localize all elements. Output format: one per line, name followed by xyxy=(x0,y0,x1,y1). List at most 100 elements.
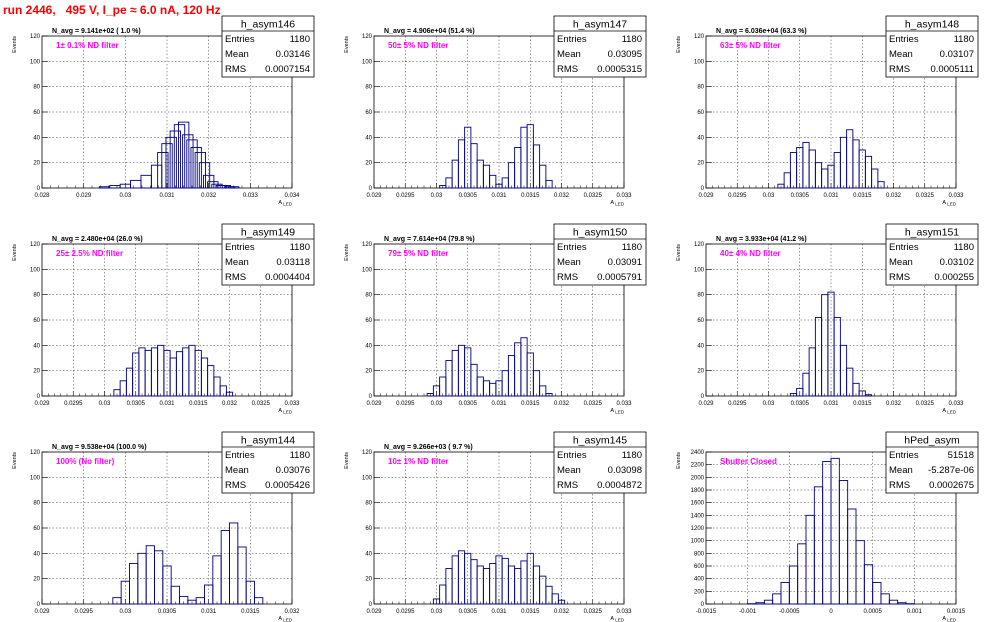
stats-key-entries: Entries xyxy=(557,34,587,45)
histogram-bin xyxy=(445,568,453,605)
x-tick-label: 0.0305 xyxy=(459,609,478,615)
histogram-bin xyxy=(173,124,186,189)
histogram-bin xyxy=(150,347,159,397)
y-tick-label: 100 xyxy=(694,59,705,65)
x-tick-label: 0.034 xyxy=(284,193,300,199)
histogram-bin xyxy=(476,159,484,189)
stats-value-entries: 1180 xyxy=(954,34,974,45)
y-tick-label: 40 xyxy=(365,135,372,141)
stats-box xyxy=(221,223,315,286)
histogram-bin xyxy=(872,582,882,605)
y-tick-label: 40 xyxy=(365,551,372,557)
histogram-bin xyxy=(194,152,206,189)
stats-value-mean: 0.03118 xyxy=(276,257,310,268)
x-tick-label: 0.029 xyxy=(76,193,92,199)
y-tick-label: 100 xyxy=(30,267,41,273)
stats-value-entries: 1180 xyxy=(954,242,974,253)
stats-value-mean: 0.03102 xyxy=(940,257,974,268)
histogram-bin xyxy=(821,168,829,189)
x-axis-title-sub: LED xyxy=(283,202,293,207)
x-axis-title: A LED xyxy=(278,616,292,622)
histogram-bin xyxy=(98,186,111,189)
histogram-bin xyxy=(847,508,857,605)
x-tick-label: 0.028 xyxy=(34,193,50,199)
x-tick-label: 0.031 xyxy=(491,193,507,199)
histogram-bin xyxy=(888,599,899,605)
stats-key-mean: Mean xyxy=(889,49,913,60)
histogram-bin xyxy=(520,337,528,397)
stats-key-entries: Entries xyxy=(889,450,919,461)
y-tick-label: 80 xyxy=(365,293,372,299)
n-avg-label: N_avg = 4.906e+04 (51.4 %) xyxy=(384,28,475,35)
stats-key-rms: RMS xyxy=(225,480,246,491)
histogram-bin xyxy=(551,593,559,605)
histogram-bin xyxy=(532,144,541,189)
histogram-bin xyxy=(514,147,522,189)
y-tick-label: 40 xyxy=(365,343,372,349)
histogram-bin xyxy=(165,136,177,189)
x-axis-title-main: A xyxy=(610,616,615,622)
stats-key-rms: RMS xyxy=(889,480,910,491)
x-axis-title-sub: LED xyxy=(615,202,625,207)
y-tick-label: 100 xyxy=(30,475,41,481)
y-tick-label: 20 xyxy=(33,161,40,167)
histogram-bin xyxy=(833,317,841,397)
histogram-bin xyxy=(813,486,824,605)
y-axis-title: Events xyxy=(12,452,18,469)
histogram-bin xyxy=(170,585,180,605)
x-tick-label: 0.03 xyxy=(119,193,131,199)
histogram-bin xyxy=(501,557,509,605)
filter-annotation: 1± 0.1% ND filter xyxy=(56,41,119,50)
histogram-bin xyxy=(207,181,219,189)
y-tick-label: 60 xyxy=(33,526,40,532)
x-tick-label: 0.0295 xyxy=(396,609,415,615)
histogram-bin xyxy=(864,155,873,189)
histogram-name: h_asym151 xyxy=(905,227,959,239)
stats-value-rms: 0.0005111 xyxy=(931,64,975,75)
stats-key-mean: Mean xyxy=(225,465,249,476)
histogram-bin xyxy=(520,560,528,605)
histogram-bin xyxy=(545,585,553,605)
y-tick-label: 20 xyxy=(365,369,372,375)
histogram-bin xyxy=(864,394,873,397)
y-tick-label: 60 xyxy=(365,526,372,532)
x-tick-label: 0.03 xyxy=(763,401,775,407)
x-tick-label: 0.0305 xyxy=(127,401,146,407)
y-tick-label: 0 xyxy=(701,394,705,400)
filter-annotation: 100% (No filter) xyxy=(56,457,115,466)
x-tick-label: 0.001 xyxy=(907,609,923,615)
y-tick-label: 120 xyxy=(30,450,41,456)
histogram-bin xyxy=(539,385,547,397)
x-tick-label: 0.033 xyxy=(948,193,964,199)
x-tick-label: 0.0295 xyxy=(396,401,415,407)
stats-value-entries: 1180 xyxy=(622,34,642,45)
y-tick-label: 20 xyxy=(33,369,40,375)
x-tick-label: 0.031 xyxy=(823,193,839,199)
x-tick-label: 0.03 xyxy=(431,193,443,199)
y-axis-title: Events xyxy=(12,244,18,261)
histogram-bin xyxy=(245,580,255,605)
x-tick-label: 0.029 xyxy=(698,401,714,407)
y-axis-title: Events xyxy=(676,452,682,469)
histogram-bin xyxy=(520,126,528,189)
x-tick-label: 0.032 xyxy=(886,401,902,407)
histogram-bin xyxy=(169,357,177,397)
histogram-bin xyxy=(539,164,547,189)
stats-box xyxy=(553,431,647,494)
histogram-bin xyxy=(797,543,807,605)
x-axis-title-sub: LED xyxy=(283,618,293,622)
filter-annotation: Shutter Closed xyxy=(720,457,777,466)
y-tick-label: 100 xyxy=(30,59,41,65)
histogram-bin xyxy=(190,147,202,189)
histogram-bin xyxy=(144,349,152,397)
stats-key-mean: Mean xyxy=(557,465,581,476)
stats-key-rms: RMS xyxy=(557,272,578,283)
y-tick-label: 100 xyxy=(694,267,705,273)
histogram-bin xyxy=(755,602,765,605)
histogram-bin xyxy=(808,149,816,189)
y-tick-label: 60 xyxy=(33,110,40,116)
histogram-bin xyxy=(507,355,516,397)
histogram-panel-h_asym149: 0.029 0.0295 0.03 0.0305 0.031 0.0315 0.032 0.0… xyxy=(12,223,315,415)
stats-value-rms: 0.0004404 xyxy=(265,272,310,283)
y-tick-label: 400 xyxy=(694,577,705,583)
